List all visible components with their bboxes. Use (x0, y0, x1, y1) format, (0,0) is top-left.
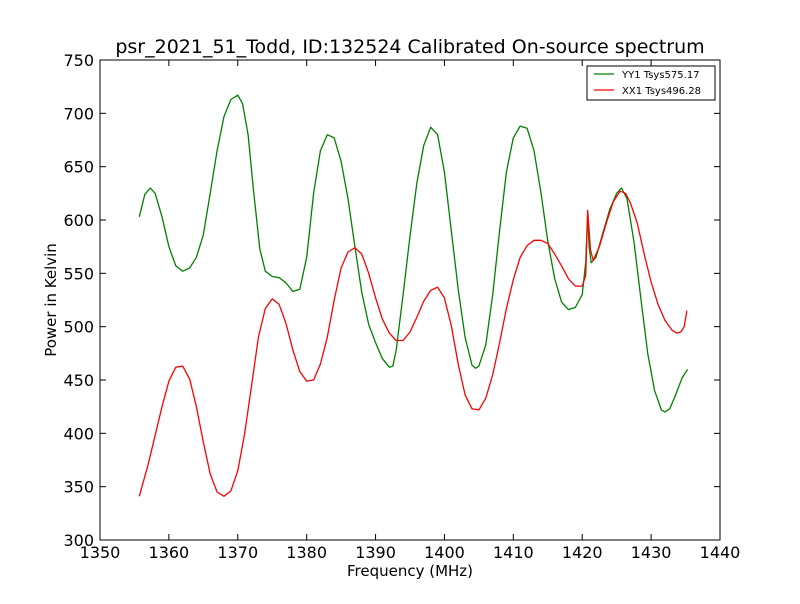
legend-box (586, 65, 716, 101)
x-tick-label: 1350 (80, 543, 121, 562)
x-tick-label: 1390 (355, 543, 396, 562)
chart-title: psr_2021_51_Todd, ID:132524 Calibrated O… (115, 36, 704, 58)
y-tick-label: 550 (63, 264, 94, 283)
legend-label-xx1: XX1 Tsys496.28 (622, 86, 701, 97)
y-tick-label: 400 (63, 424, 94, 443)
y-tick-label: 750 (63, 51, 94, 70)
x-axis-title: Frequency (MHz) (347, 562, 473, 580)
legend-label-yy1: YY1 Tsys575.17 (621, 70, 700, 81)
y-tick-label: 700 (63, 104, 94, 123)
y-tick-label: 600 (63, 211, 94, 230)
y-tick-label: 300 (63, 531, 94, 550)
series-line-xx1 (138, 190, 688, 497)
y-tick-label: 650 (63, 158, 94, 177)
axis-ticks: 1350 1360 1370 1380 1390 1400 1410 1420 1430 1440… (63, 51, 740, 562)
x-tick-label: 1430 (631, 543, 672, 562)
x-tick-label: 1440 (700, 543, 741, 562)
x-tick-label: 1380 (286, 543, 327, 562)
x-tick-label: 1410 (493, 543, 534, 562)
x-tick-label: 1360 (149, 543, 190, 562)
x-tick-label: 1370 (217, 543, 258, 562)
y-tick-label: 500 (63, 318, 94, 337)
y-tick-label: 350 (63, 478, 94, 497)
x-tick-label: 1420 (562, 543, 603, 562)
plot-area (138, 94, 689, 497)
y-tick-label: 450 (63, 371, 94, 390)
axes-frame (99, 59, 721, 541)
y-axis-title: Power in Kelvin (42, 243, 60, 357)
legend: YY1 Tsys575.17 XX1 Tsys496.28 (586, 65, 716, 101)
x-tick-label: 1400 (424, 543, 465, 562)
